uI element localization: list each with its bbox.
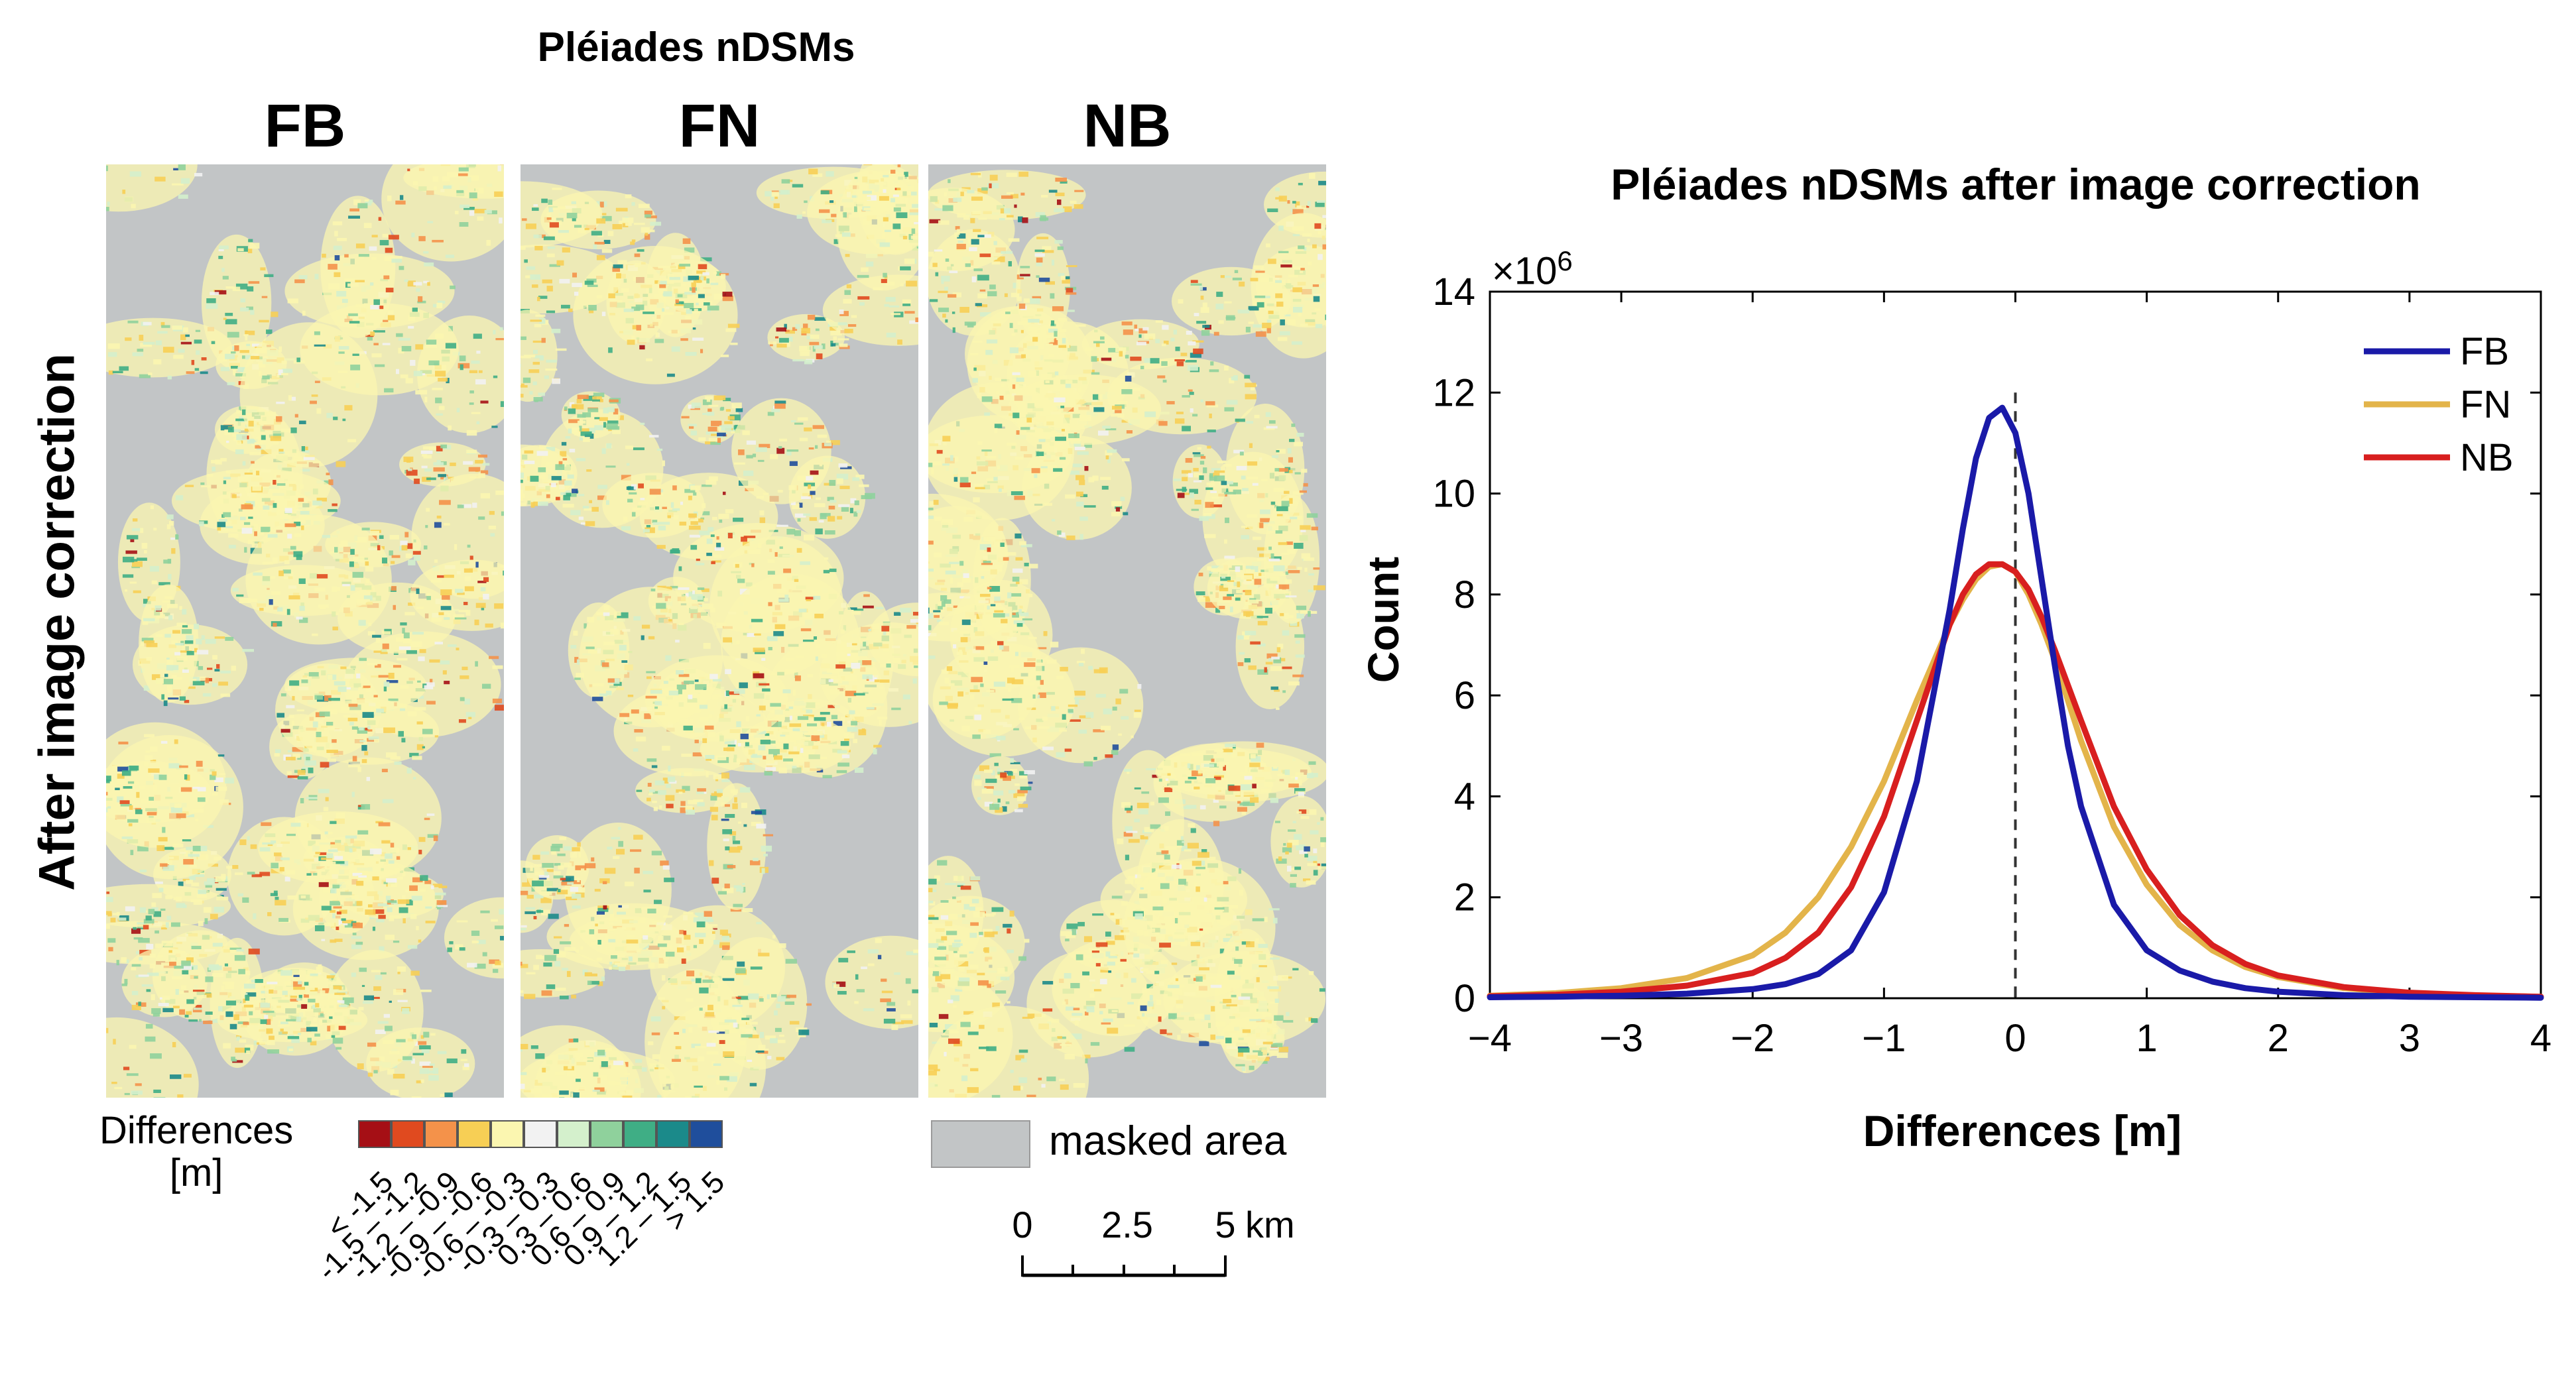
y-multiplier-base: ×10 [1492, 249, 1557, 292]
y-tick-label: 12 [1432, 371, 1475, 414]
x-tick-label: 4 [2530, 1017, 2551, 1060]
y-tick-label: 6 [1454, 674, 1475, 717]
x-tick-label: 3 [2399, 1017, 2420, 1060]
y-tick-label: 2 [1454, 876, 1475, 919]
y-axis-label: Count [1358, 520, 1408, 719]
x-tick-label: −3 [1599, 1017, 1643, 1060]
x-tick-label: −4 [1468, 1017, 1512, 1060]
x-tick-label: 2 [2268, 1017, 2289, 1060]
legend-label-fn: FN [2460, 383, 2511, 426]
y-tick-label: 10 [1432, 473, 1475, 516]
x-tick-label: −1 [1862, 1017, 1906, 1060]
y-tick-label: 4 [1454, 775, 1475, 818]
y-tick-label: 14 [1432, 270, 1475, 314]
y-tick-label: 0 [1454, 977, 1475, 1020]
y-tick-label: 8 [1454, 573, 1475, 616]
legend-label-nb: NB [2460, 436, 2514, 479]
y-multiplier: ×106 [1492, 245, 1573, 293]
x-axis-label: Differences [m] [1757, 1106, 2288, 1156]
y-multiplier-exp: 6 [1557, 245, 1572, 276]
series-line-fb [1490, 408, 2541, 998]
x-tick-label: −2 [1731, 1017, 1774, 1060]
legend-label-fb: FB [2460, 330, 2509, 373]
x-tick-label: 1 [2136, 1017, 2157, 1060]
x-tick-label: 0 [2004, 1017, 2026, 1060]
